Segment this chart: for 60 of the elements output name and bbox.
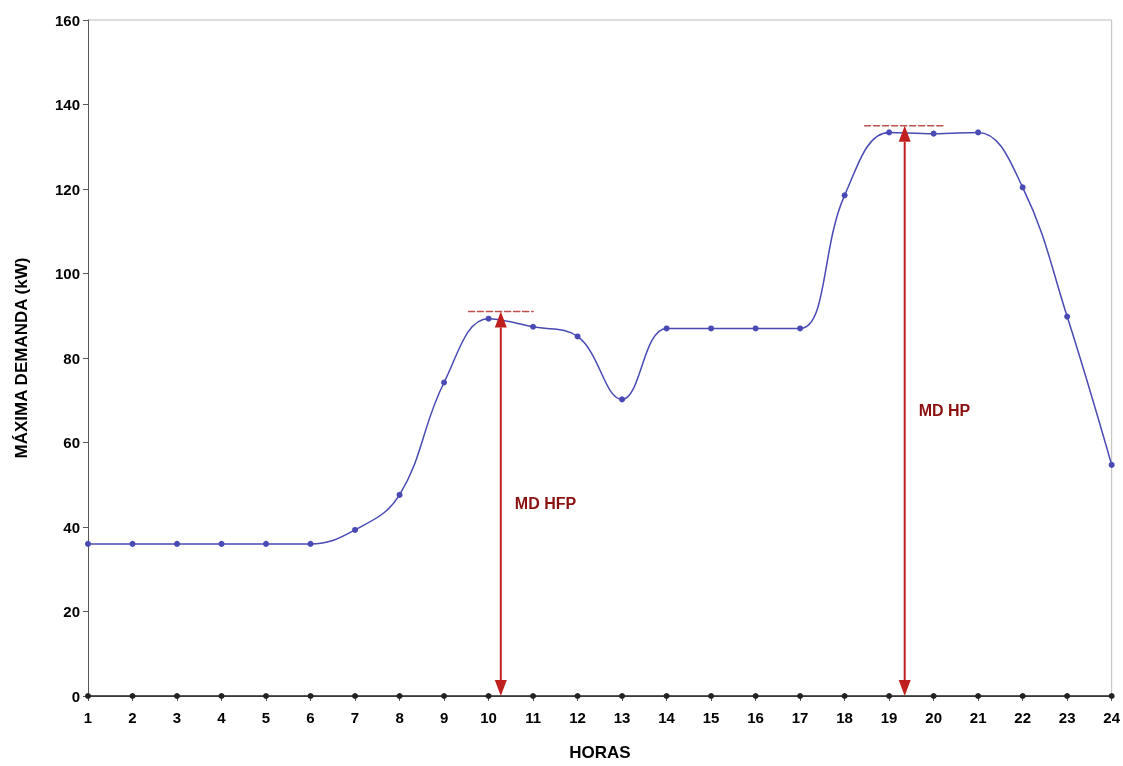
- x-tick-label: 20: [925, 709, 942, 726]
- point: [218, 540, 225, 547]
- point: [396, 491, 403, 498]
- y-tick-label: 20: [63, 603, 80, 620]
- point: [841, 192, 848, 199]
- point: [307, 540, 314, 547]
- x-tick-label: 5: [261, 709, 271, 726]
- y-tick-label: 60: [63, 434, 80, 451]
- x-tick-label: 6: [306, 709, 315, 726]
- x-tick-label: 18: [836, 709, 853, 726]
- point: [930, 130, 937, 137]
- x-tick-label: 12: [569, 709, 586, 726]
- x-tick-label: 22: [1014, 709, 1031, 726]
- y-tick-label: 40: [63, 518, 80, 536]
- point: [886, 129, 893, 136]
- annotation: MD HP: [918, 402, 971, 420]
- x-tick-label: 4: [217, 709, 227, 726]
- x-tick-label: 10: [480, 709, 497, 726]
- x-tick-label: 13: [613, 709, 631, 726]
- point: [619, 396, 626, 403]
- x-tick-label: 1: [83, 709, 93, 726]
- x-tick-label: 15: [702, 709, 720, 726]
- point: [975, 129, 982, 136]
- y-tick-label: 0: [71, 687, 80, 705]
- x-tick-label: 7: [350, 709, 360, 726]
- x-tick-label: 2: [128, 709, 137, 726]
- y-axis-title: MÁXIMA DEMANDA (kW): [12, 257, 31, 459]
- y-tick-label: 80: [63, 349, 80, 367]
- x-tick-label: 3: [172, 709, 182, 726]
- x-tick-label: 23: [1058, 709, 1076, 726]
- x-axis-title: HORAS: [569, 743, 631, 762]
- y-tick-label: 120: [54, 180, 80, 198]
- x-tick-label: 24: [1103, 709, 1121, 726]
- x-tick-label: 17: [791, 709, 809, 726]
- point: [441, 379, 448, 386]
- point: [352, 526, 359, 533]
- y-tick-label: 160: [54, 11, 80, 29]
- point: [263, 540, 270, 547]
- point: [1108, 461, 1115, 468]
- point: [85, 540, 91, 547]
- point: [129, 540, 136, 547]
- point: [1019, 184, 1026, 191]
- y-tick-label: 140: [54, 96, 80, 113]
- annotation: MD HFP: [514, 495, 577, 513]
- point: [663, 325, 670, 332]
- x-tick-label: 11: [525, 709, 541, 726]
- x-tick-label: 19: [880, 709, 898, 726]
- point: [574, 333, 581, 340]
- x-tick-label: 21: [969, 709, 987, 726]
- point: [752, 325, 759, 332]
- point: [174, 540, 181, 547]
- x-tick-label: 14: [658, 709, 676, 726]
- point: [530, 323, 537, 330]
- x-tick-label: 9: [439, 709, 449, 726]
- point: [1064, 313, 1071, 320]
- point: [708, 325, 715, 332]
- y-tick-label: 100: [54, 265, 80, 282]
- x-tick-label: 16: [747, 709, 764, 726]
- point: [797, 325, 804, 332]
- x-tick-label: 8: [395, 709, 404, 726]
